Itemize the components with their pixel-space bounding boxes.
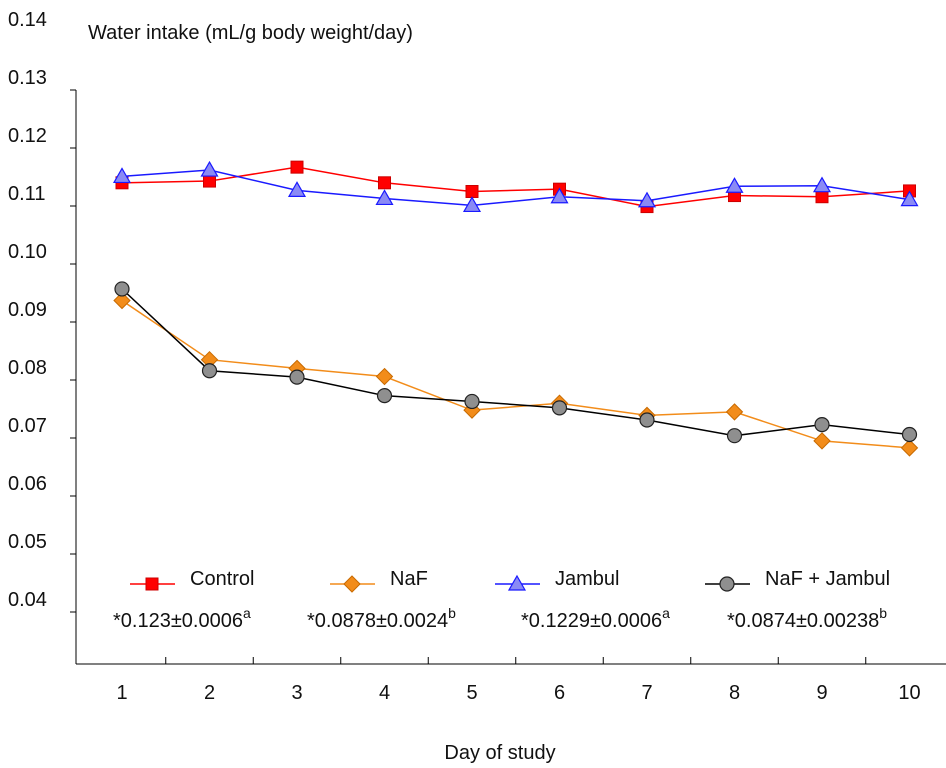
series-line: [121, 299, 910, 449]
data-point: [201, 363, 218, 379]
data-point: [375, 367, 394, 386]
series-control: [115, 160, 916, 214]
legend-summary-superscript: a: [662, 605, 670, 621]
legend-item: NaF + Jambul *0.0874±0.00238b: [705, 568, 890, 632]
data-point: [812, 176, 832, 193]
legend-label: Control: [190, 568, 254, 590]
legend-label: NaF + Jambul: [765, 568, 890, 590]
data-point: [813, 432, 831, 450]
data-point: [901, 426, 918, 443]
x-axis-title: Day of study: [444, 742, 555, 764]
x-ticks: 1 2 3 4 5 6 7 8 9 10: [116, 657, 921, 704]
legend-summary-value: *0.123±0.0006a: [113, 605, 251, 632]
x-tick-label: 10: [898, 682, 920, 704]
data-point: [203, 174, 216, 188]
x-tick-label: 5: [466, 682, 477, 704]
x-tick-label: 3: [291, 682, 302, 704]
data-point: [551, 400, 568, 416]
x-tick-label: 8: [729, 682, 740, 704]
x-tick-label: 1: [116, 682, 127, 704]
legend-summary-value: *0.0874±0.00238b: [727, 605, 887, 632]
data-point: [815, 190, 829, 204]
legend: Control *0.123±0.0006a NaF *0.0878±0.0024b J…: [113, 568, 890, 632]
y-tick-label: 0.08: [8, 357, 47, 379]
data-point: [639, 412, 655, 428]
data-point: [814, 417, 830, 433]
legend-marker: [719, 576, 735, 592]
legend-summary-superscript: a: [243, 605, 251, 621]
series-line: [121, 169, 910, 207]
y-tick-label: 0.14: [8, 9, 47, 31]
x-tick-label: 4: [379, 682, 390, 704]
data-point: [375, 189, 394, 206]
series-line: [121, 288, 910, 437]
y-axis-title: Water intake (mL/g body weight/day): [88, 22, 413, 44]
x-tick-label: 2: [204, 682, 215, 704]
data-point: [900, 190, 919, 207]
legend-summary-superscript: b: [448, 605, 456, 621]
y-ticks: 0.14 0.13 0.12 0.11 0.10 0.09 0.08 0.07 0.06 0.05…: [8, 9, 76, 613]
series-jambul: [112, 160, 919, 213]
data-point: [465, 185, 479, 198]
x-tick-label: 6: [554, 682, 565, 704]
series-line: [121, 166, 910, 208]
y-tick-label: 0.07: [8, 415, 47, 437]
data-point: [725, 403, 744, 421]
x-tick-label: 9: [816, 682, 827, 704]
legend-summary-superscript: b: [879, 605, 887, 621]
data-point: [114, 281, 130, 297]
data-point: [725, 177, 744, 193]
data-point: [637, 191, 657, 208]
axes: [75, 90, 946, 665]
y-tick-label: 0.05: [8, 531, 47, 553]
series-naf: [113, 291, 919, 457]
y-tick-label: 0.09: [8, 299, 47, 321]
data-point: [290, 160, 304, 174]
legend-summary-value: *0.1229±0.0006a: [521, 605, 670, 632]
series-naf-jambul: [114, 281, 918, 444]
data-point: [200, 160, 219, 177]
series-layer: [112, 160, 919, 457]
data-point: [112, 167, 132, 184]
y-tick-label: 0.13: [8, 67, 47, 89]
data-point: [113, 291, 131, 310]
data-point: [464, 393, 480, 410]
legend-item: Control *0.123±0.0006a: [113, 568, 254, 632]
data-point: [550, 187, 569, 204]
legend-label: Jambul: [555, 568, 619, 590]
data-point: [287, 181, 307, 197]
legend-item: NaF *0.0878±0.0024b: [307, 568, 456, 632]
y-tick-label: 0.12: [8, 125, 47, 147]
data-point: [726, 428, 743, 444]
legend-label: NaF: [390, 568, 428, 590]
data-point: [376, 388, 393, 404]
legend-summary-value: *0.0878±0.0024b: [307, 605, 456, 632]
data-point: [462, 196, 482, 213]
y-tick-label: 0.10: [8, 241, 47, 263]
legend-marker: [145, 577, 159, 591]
data-point: [289, 369, 305, 385]
legend-marker: [507, 574, 527, 591]
legend-marker: [343, 575, 361, 593]
y-tick-label: 0.04: [8, 589, 47, 611]
legend-item: Jambul *0.1229±0.0006a: [495, 568, 670, 632]
data-point: [900, 439, 919, 457]
data-point: [378, 176, 391, 190]
x-tick-label: 7: [641, 682, 652, 704]
y-tick-label: 0.06: [8, 473, 47, 495]
y-tick-label: 0.11: [8, 183, 45, 205]
